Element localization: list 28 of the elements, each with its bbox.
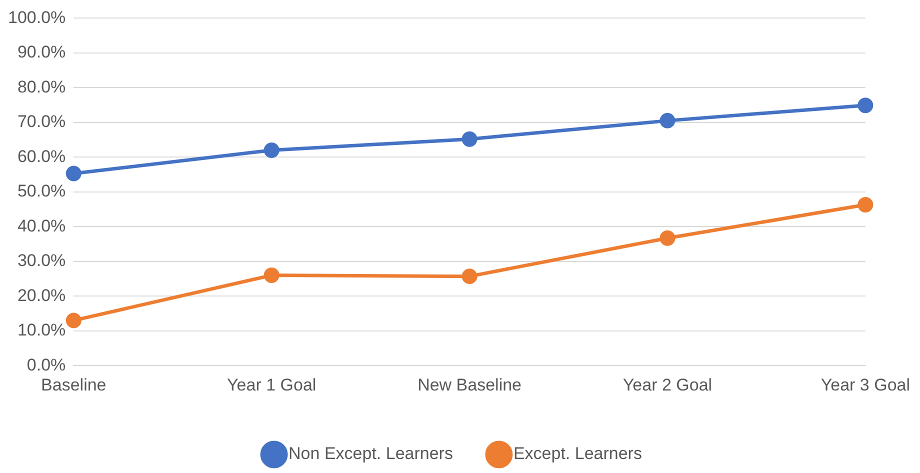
legend-label: Non Except. Learners [288,444,453,464]
point [462,131,478,147]
point [858,197,874,213]
y-tick-label: 70.0% [17,112,66,132]
y-tick-label: 40.0% [17,216,66,236]
x-tick-label: Year 2 Goal [622,375,712,394]
y-tick-label: 0.0% [26,355,66,374]
point [264,268,280,284]
y-tick-label: 80.0% [17,77,66,96]
x-tick-label: Baseline [41,375,106,394]
point [66,166,82,182]
y-tick-label: 90.0% [17,42,66,62]
y-tick-label: 50.0% [17,182,66,201]
y-tick-label: 100.0% [8,8,66,27]
point [660,230,676,246]
point [858,98,874,114]
x-tick-label: Year 3 Goal [820,375,910,394]
legend-label: Except. Learners [513,444,642,464]
point [660,112,676,128]
point [264,142,280,158]
y-tick-label: 60.0% [17,146,66,166]
y-tick-label: 20.0% [17,286,66,305]
point [66,312,82,328]
x-tick-label: Year 1 Goal [227,375,316,394]
y-tick-label: 10.0% [17,320,66,340]
y-tick-label: 30.0% [17,251,66,270]
x-tick-label: New Baseline [418,375,522,394]
point [462,268,478,284]
